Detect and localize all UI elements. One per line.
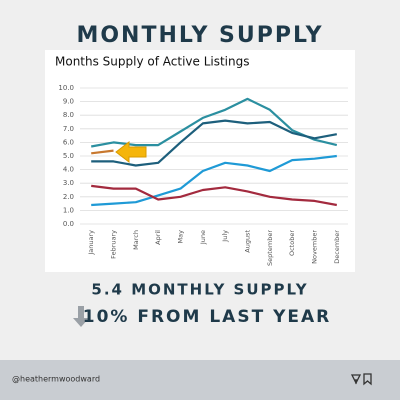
x-tick-label: April — [154, 230, 162, 245]
summary-line: 5.4 MONTHLY SUPPLY — [91, 281, 308, 299]
footer-handle: @heathermwoodward — [12, 375, 100, 384]
y-tick-label: 9.0 — [63, 98, 74, 106]
post-title: MONTHLY SUPPLY — [76, 23, 323, 48]
x-tick-label: June — [199, 230, 207, 245]
x-tick-label: May — [177, 230, 185, 244]
x-tick-label: July — [221, 230, 229, 243]
down-arrow — [73, 306, 89, 327]
series-line — [91, 154, 337, 207]
x-tick-label: September — [266, 230, 274, 266]
series-line — [91, 97, 338, 148]
y-tick-label: 8.0 — [63, 111, 74, 119]
bookmark-icon[interactable] — [363, 373, 372, 386]
series-line — [91, 149, 114, 155]
y-tick-label: 0.0 — [63, 220, 74, 228]
summary-line: 10% FROM LAST YEAR — [83, 307, 332, 327]
filter-icon[interactable] — [350, 374, 362, 385]
y-tick-label: 2.0 — [63, 193, 74, 201]
plot: 0.0 1.0 2.0 3.0 4.0 5.0 6.0 7.0 8.0 9.0 10.0 Januar… — [58, 84, 348, 266]
chart-title: Months Supply of Active Listings — [55, 55, 249, 69]
x-tick-label: February — [110, 230, 118, 259]
x-tick-label: March — [132, 230, 140, 250]
y-tick-label: 5.0 — [63, 152, 74, 160]
y-tick-label: 4.0 — [63, 166, 74, 174]
x-tick-label: December — [333, 230, 341, 264]
x-tick-label: January — [87, 230, 95, 256]
y-tick-label: 6.0 — [63, 138, 74, 146]
x-tick-label: November — [311, 230, 319, 264]
x-tick-label: August — [244, 230, 252, 253]
series-line — [91, 184, 337, 207]
pointer-arrow — [115, 140, 147, 164]
y-tick-label: 3.0 — [63, 179, 74, 187]
series-line — [91, 119, 337, 167]
y-tick-label: 7.0 — [63, 125, 74, 133]
x-tick-label: October — [288, 230, 296, 256]
footer-bar — [0, 360, 400, 400]
y-tick-label: 10.0 — [58, 84, 74, 92]
y-tick-label: 1.0 — [63, 206, 74, 214]
